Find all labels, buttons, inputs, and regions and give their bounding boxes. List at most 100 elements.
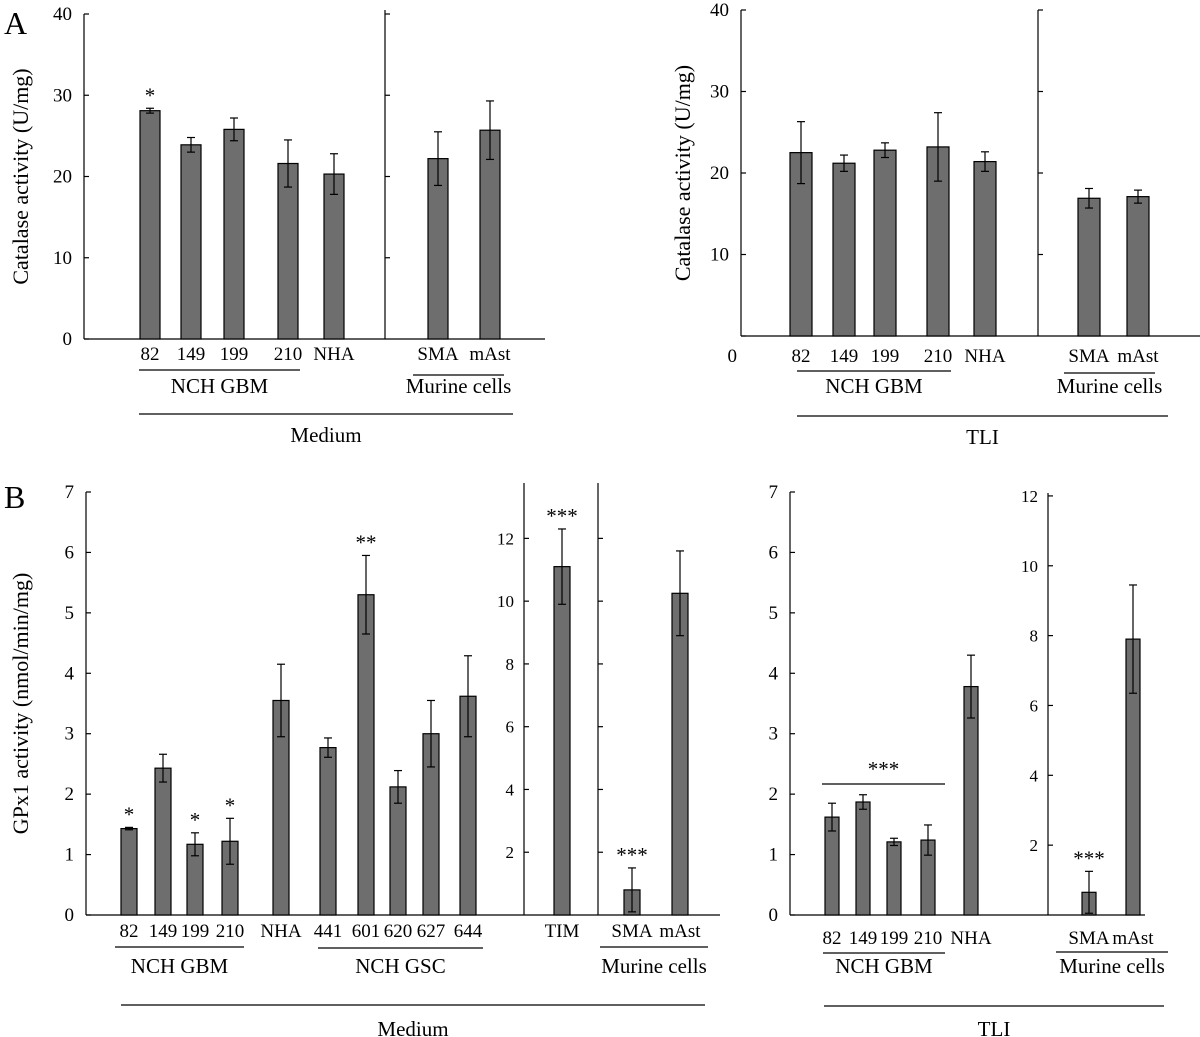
- category-label: 149: [149, 921, 178, 942]
- right-y-tick-label: 2: [506, 843, 515, 862]
- condition-label: Medium: [377, 1017, 448, 1037]
- chart-a-tli: 0 10 20 30 40 Catalase activity (U/mg) 82 149 19…: [670, 0, 1200, 449]
- condition-label: TLI: [966, 425, 999, 449]
- y-axis-label: Catalase activity (U/mg): [670, 65, 695, 281]
- y-tick-label: 40: [710, 0, 729, 21]
- y-tick-label: 10: [53, 248, 72, 269]
- right-y-tick-label: 4: [1030, 766, 1039, 785]
- category-label: 199: [880, 928, 909, 949]
- category-label: mAst: [469, 344, 511, 365]
- y-tick-label: 4: [65, 663, 75, 684]
- category-label: NHA: [950, 928, 991, 949]
- category-label: 199: [181, 921, 210, 942]
- y-tick-label: 7: [65, 482, 75, 503]
- category-label: SMA: [417, 344, 458, 365]
- y-tick-label: 10: [710, 245, 729, 266]
- category-label: 82: [792, 346, 811, 367]
- bar: [357, 594, 375, 916]
- group-label: Murine cells: [1057, 374, 1163, 398]
- right-y-tick-label: 4: [506, 780, 515, 799]
- panel-label-a: A: [4, 5, 27, 41]
- significance-label: ***: [546, 504, 578, 528]
- right-y-tick-label: 8: [506, 655, 515, 674]
- group-label: Murine cells: [1059, 954, 1165, 978]
- bar: [323, 173, 345, 340]
- y-tick-label: 6: [65, 542, 75, 563]
- bar: [319, 747, 337, 916]
- right-y-tick-label: 10: [497, 592, 514, 611]
- bar: [855, 801, 871, 916]
- bar: [277, 162, 299, 340]
- right-y-tick-label: 12: [1021, 487, 1038, 506]
- y-tick-label: 0: [769, 905, 779, 926]
- bar: [671, 592, 689, 916]
- significance-label: *: [124, 802, 135, 826]
- group-label: Murine cells: [406, 374, 512, 398]
- group-label: NCH GBM: [131, 954, 229, 978]
- y-tick-label: 30: [710, 82, 729, 103]
- category-label: 82: [141, 344, 160, 365]
- right-y-tick-label: 10: [1021, 557, 1038, 576]
- y-tick-label: 5: [65, 603, 75, 624]
- group-label: NCH GBM: [171, 374, 269, 398]
- category-label: NHA: [260, 921, 301, 942]
- y-tick-label: 0: [63, 329, 73, 350]
- bar: [180, 144, 202, 340]
- bar: [824, 816, 840, 916]
- y-tick-label: 1: [769, 845, 779, 866]
- y-tick-label: 2: [769, 784, 779, 805]
- bar: [832, 162, 856, 337]
- y-tick-label: 0: [65, 905, 75, 926]
- right-y-tick-label: 6: [506, 718, 515, 737]
- category-label: TIM: [545, 921, 580, 942]
- group-label: NCH GBM: [825, 374, 923, 398]
- y-axis-label: Catalase activity (U/mg): [8, 68, 33, 284]
- group-label: NCH GSC: [355, 954, 445, 978]
- category-label: SMA: [1068, 346, 1109, 367]
- chart-a-medium: 0 10 20 30 40 Catalase activity (U/mg) 82 * 149 1…: [8, 4, 545, 447]
- category-label: 149: [849, 928, 878, 949]
- category-label: 441: [314, 921, 343, 942]
- category-label: 210: [924, 346, 953, 367]
- bar: [139, 110, 161, 340]
- category-label: SMA: [1068, 928, 1109, 949]
- y-tick-label: 3: [65, 724, 75, 745]
- significance-label: ***: [1073, 846, 1105, 870]
- right-y-tick-label: 6: [1030, 696, 1039, 715]
- category-label: NHA: [313, 344, 354, 365]
- category-label: 210: [274, 344, 303, 365]
- category-label: 627: [417, 921, 446, 942]
- condition-label: TLI: [978, 1017, 1011, 1037]
- bar: [1077, 197, 1101, 337]
- category-label: mAst: [659, 921, 701, 942]
- bar: [120, 827, 138, 916]
- significance-label: *: [190, 808, 201, 832]
- y-tick-label: 20: [710, 163, 729, 184]
- y-tick-label: 3: [769, 724, 779, 745]
- bar: [873, 149, 897, 337]
- category-label: 199: [220, 344, 249, 365]
- right-y-tick-label: 2: [1030, 836, 1039, 855]
- right-y-tick-label: 12: [497, 529, 514, 548]
- category-label: NHA: [964, 346, 1005, 367]
- right-y-tick-label: 8: [1030, 627, 1039, 646]
- bar: [886, 841, 902, 916]
- significance-label: ***: [616, 843, 648, 867]
- y-tick-label: 20: [53, 167, 72, 188]
- category-label: 199: [871, 346, 900, 367]
- significance-label: ***: [868, 757, 900, 781]
- significance-label: **: [356, 530, 377, 554]
- bar: [154, 767, 172, 916]
- bar: [223, 128, 245, 340]
- bar: [553, 566, 571, 916]
- category-label: mAst: [1117, 346, 1159, 367]
- significance-label: *: [225, 793, 236, 817]
- category-label: 620: [384, 921, 413, 942]
- significance-label: *: [145, 83, 156, 107]
- bar: [973, 160, 997, 337]
- category-label: 210: [914, 928, 943, 949]
- category-label: mAst: [1112, 928, 1154, 949]
